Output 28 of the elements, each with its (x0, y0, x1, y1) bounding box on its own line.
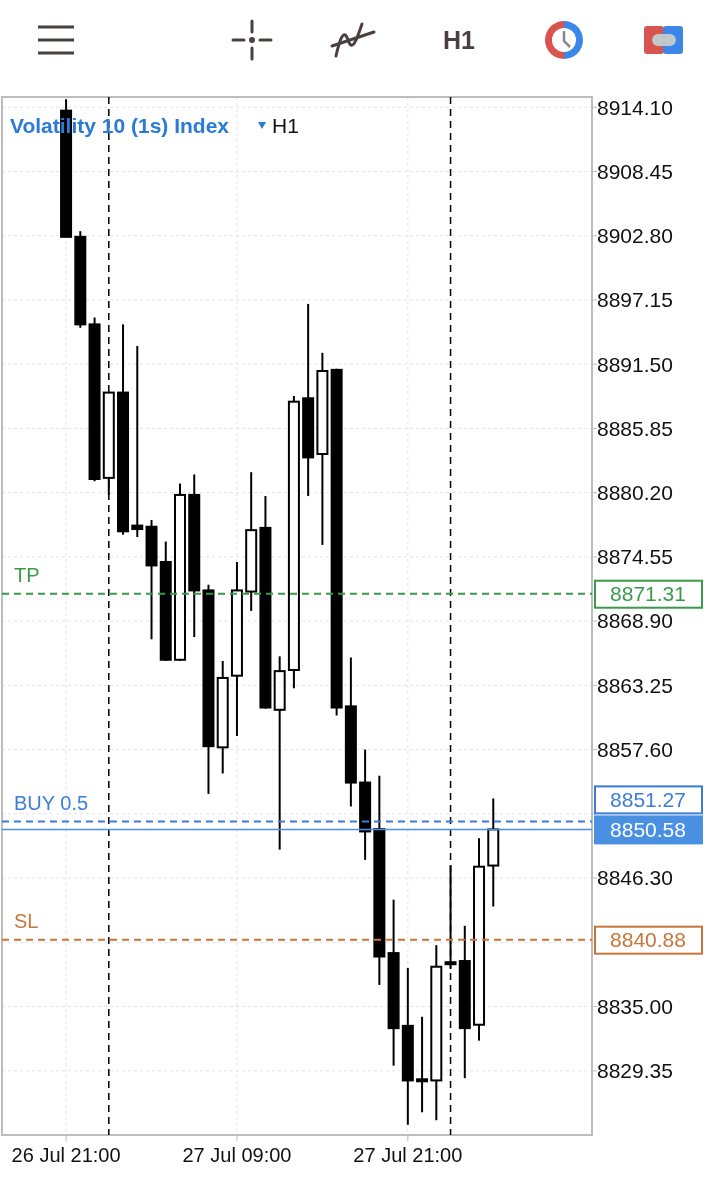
y-tick-label: 8891.50 (597, 352, 673, 376)
y-tick-label: 8857.60 (597, 737, 673, 761)
y-tick-label: 8863.25 (597, 673, 673, 697)
y-tick-label: 8874.55 (597, 545, 673, 569)
y-tick-label: 8902.80 (597, 224, 673, 248)
ref-line-label: BUY 0.5 (14, 791, 89, 814)
candlestick (131, 344, 144, 538)
y-tick-label: 8885.85 (597, 416, 673, 440)
y-tick-label: 8914.10 (597, 95, 673, 119)
y-tick-label: 8829.35 (597, 1059, 673, 1083)
text: 8871.31 (610, 582, 686, 606)
y-tick-label: 8835.00 (597, 994, 673, 1018)
x-tick-label: 26 Jul 21:00 (11, 1144, 121, 1166)
x-tick-label: 27 Jul 09:00 (182, 1144, 292, 1166)
y-tick-label: 8880.20 (597, 481, 673, 504)
ref-line-label: SL (14, 909, 39, 932)
text: H1 (272, 114, 299, 137)
y-tick-label: 8846.30 (597, 866, 673, 890)
text: 8851.27 (610, 787, 686, 811)
ref-line-label: TP (14, 563, 40, 586)
text: 8850.58 (610, 817, 686, 841)
text: 8840.88 (610, 928, 686, 952)
y-tick-label: 8868.90 (597, 609, 673, 633)
candlestick (416, 1015, 429, 1114)
y-tick-label: 8908.45 (597, 159, 673, 183)
text: H1 (443, 26, 476, 54)
y-tick-label: 8897.15 (597, 288, 673, 312)
x-tick-label: 27 Jul 21:00 (353, 1144, 463, 1166)
